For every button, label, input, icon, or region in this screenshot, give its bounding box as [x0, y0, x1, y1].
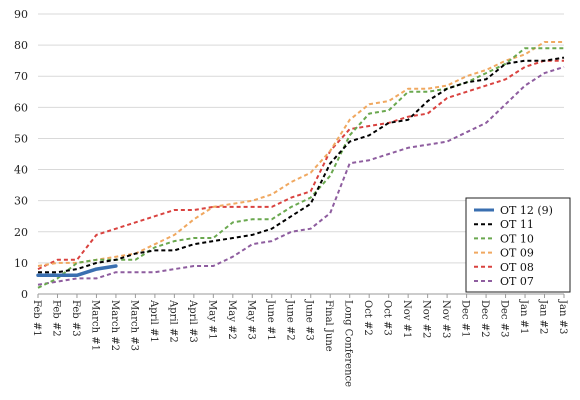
x-tick-label: Nov #2: [421, 300, 432, 338]
series-line: [36, 264, 118, 278]
x-tick-label: Nov #3: [440, 300, 451, 338]
series-line: [37, 41, 564, 267]
legend-label: OT 12 (9): [500, 204, 553, 217]
legend-box: [465, 197, 571, 293]
x-tick-label: Jan #2: [538, 299, 549, 334]
legend-label: OT 07: [500, 275, 534, 288]
x-tick-label: Feb #3: [70, 300, 81, 337]
x-tick-label: June #2: [284, 299, 295, 341]
axes: [37, 293, 565, 298]
series-line: [37, 59, 564, 271]
legend-label: OT 08: [500, 261, 534, 274]
legend-label: OT 10: [500, 232, 534, 245]
x-tick-label: Dec #2: [479, 300, 490, 337]
series-line: [38, 56, 565, 274]
x-tick-label: June #1: [265, 299, 276, 341]
x-tick-label: May #1: [206, 300, 217, 340]
y-tick-label: 90: [14, 8, 28, 21]
x-tick-label: Long Conference: [343, 300, 354, 387]
x-tick-label: Jan #3: [557, 299, 568, 334]
x-tick-label: May #2: [226, 300, 237, 340]
y-tick-label: 50: [14, 132, 28, 145]
x-tick-label: Dec #1: [460, 300, 471, 337]
x-tick-label: Oct #2: [362, 300, 373, 336]
x-tick-label: Feb #2: [50, 300, 61, 337]
y-tick-label: 0: [21, 288, 28, 301]
legend-label: OT 11: [500, 218, 534, 231]
legend-label: OT 09: [500, 247, 534, 260]
series-lines: [36, 41, 565, 289]
series-line: [37, 65, 565, 286]
x-tick-label: May #3: [245, 300, 256, 340]
y-tick-label: 80: [14, 39, 28, 52]
gridlines: [38, 13, 564, 264]
x-tick-label: Oct #3: [382, 300, 393, 336]
x-tick-label: June #3: [304, 299, 315, 341]
y-tick-label: 10: [14, 257, 28, 270]
x-tick-label: April #1: [148, 299, 159, 343]
x-tick-label: April #3: [187, 299, 198, 343]
y-tick-label: 70: [14, 70, 28, 83]
x-tick-label: March #1: [89, 300, 100, 351]
x-tick-label: Dec #3: [499, 300, 510, 337]
x-tick-label: March #3: [128, 300, 139, 351]
y-tick-label: 40: [14, 164, 28, 177]
y-tick-label: 20: [14, 226, 28, 239]
x-tick-label: April #2: [167, 299, 178, 343]
y-tick-label: 60: [14, 101, 28, 114]
x-tick-label: March #2: [109, 300, 120, 351]
x-tick-label: Jan #1: [518, 299, 529, 334]
x-axis-ticks: Feb #1 Feb #2 Feb #3 March #1 March #2 March …: [31, 299, 568, 387]
x-tick-label: Nov #1: [401, 300, 412, 338]
y-axis-ticks: 0 10 20 30 40 50 60 70 80 90: [14, 8, 28, 301]
y-tick-label: 30: [14, 195, 28, 208]
x-tick-label: Final June: [323, 300, 334, 352]
x-tick-label: Feb #1: [31, 300, 42, 337]
